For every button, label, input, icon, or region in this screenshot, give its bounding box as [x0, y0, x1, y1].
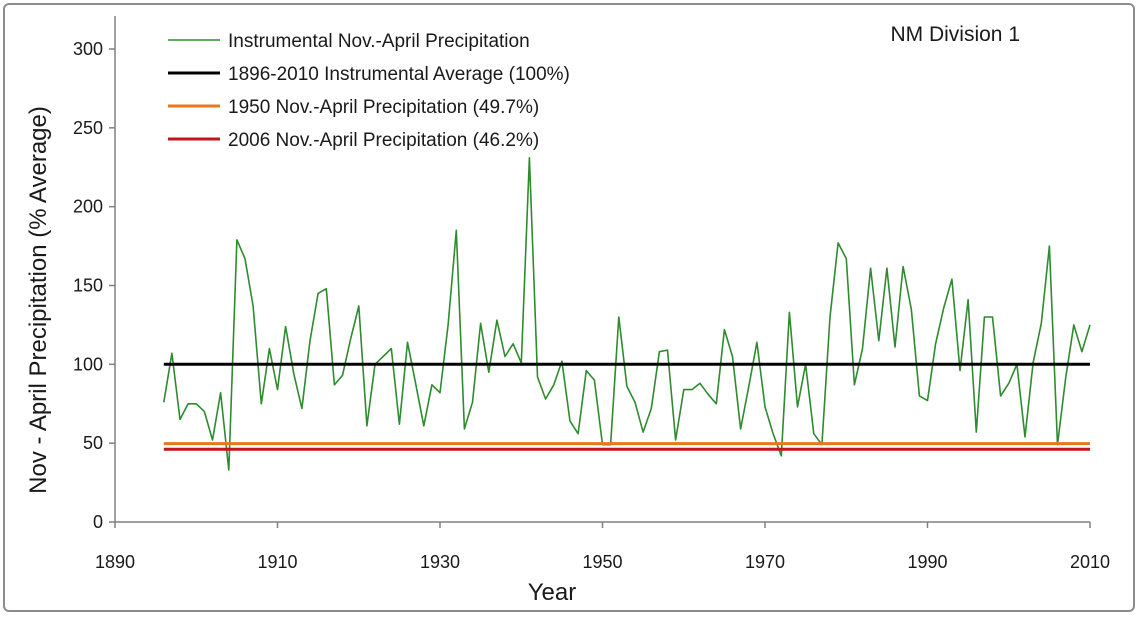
x-tick-label: 1970: [745, 552, 785, 572]
series-line-1: [163, 157, 1091, 471]
x-tick-label: 1930: [420, 552, 460, 572]
legend-label: 1950 Nov.-April Precipitation (49.7%): [228, 97, 539, 118]
x-tick-label: 1990: [907, 552, 947, 572]
legend-label: 2006 Nov.-April Precipitation (46.2%): [228, 130, 539, 151]
y-tick-label: 150: [73, 276, 103, 296]
x-tick-label: 2010: [1070, 552, 1110, 572]
axes: [114, 16, 1090, 523]
y-tick-label: 200: [73, 197, 103, 217]
x-tick-label: 1910: [257, 552, 297, 572]
x-tick-label: 1950: [582, 552, 622, 572]
axis-ticks: 0 50 100 150 200 250 300 1890 1910 1930 1950 1970 19…: [73, 39, 1110, 572]
legend-label: 1896-2010 Instrumental Average (100%): [228, 64, 570, 85]
y-tick-label: 300: [73, 39, 103, 59]
chart-title: NM Division 1: [890, 23, 1020, 46]
x-axis-title: Year: [528, 579, 577, 606]
y-axis-title: Nov - April Precipitation (% Average): [25, 106, 52, 494]
y-tick-label: 0: [93, 512, 103, 532]
y-tick-label: 250: [73, 118, 103, 138]
x-tick-label: 1890: [95, 552, 135, 572]
y-tick-label: 50: [83, 433, 103, 453]
series-layer: [163, 157, 1091, 471]
y-tick-label: 100: [73, 354, 103, 374]
legend: Instrumental Nov.-April Precipitation 189…: [168, 31, 570, 151]
legend-label: Instrumental Nov.-April Precipitation: [228, 31, 530, 52]
